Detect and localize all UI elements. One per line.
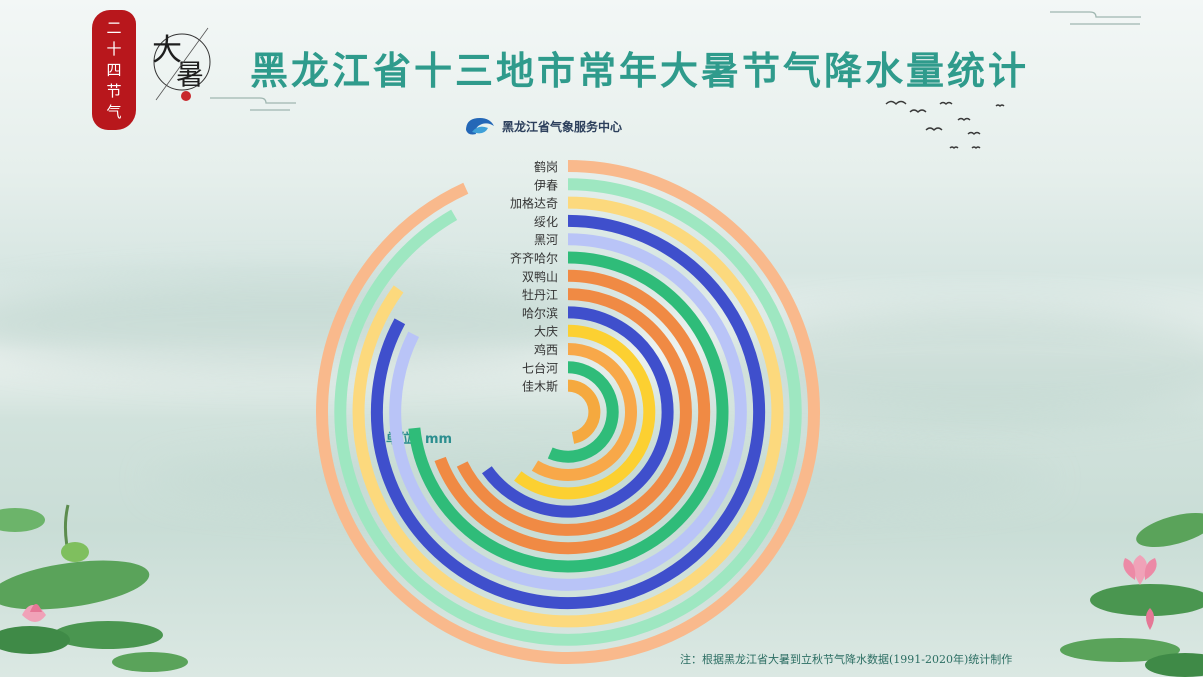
category-label: 七台河 [522, 360, 558, 375]
seal-char: 十 [106, 39, 122, 58]
radial-bar-大庆 [514, 324, 656, 500]
footnote: 注：根据黑龙江省大暑到立秋节气降水数据(1991-2020年)统计制作 [680, 653, 1013, 666]
radial-bar-加格达奇 [352, 196, 784, 628]
solar-term-seal: 二 十 四 节 气 [92, 10, 136, 130]
brand-name: 黑龙江省气象服务中心 [502, 119, 623, 134]
lotus-leaves-right-icon [1060, 512, 1203, 677]
seal-char: 气 [106, 102, 122, 121]
page-title: 黑龙江省十三地市常年大暑节气降水量统计 [250, 48, 1030, 93]
radial-bar-牡丹江 [456, 288, 692, 536]
birds-icon [885, 100, 1005, 149]
lotus-leaves-left-icon [0, 504, 188, 672]
category-label: 鹤岗 [534, 159, 558, 174]
category-label: 鸡西 [534, 342, 558, 357]
category-label: 哈尔滨 [522, 305, 558, 320]
radial-bar-佳木斯 [567, 379, 601, 444]
category-label: 加格达奇 [510, 196, 558, 211]
category-label: 绥化 [534, 215, 558, 229]
category-label: 齐齐哈尔 [510, 251, 558, 266]
dashu-calligraphy-logo: 大 暑 [152, 27, 211, 101]
category-label: 牡丹江 [522, 287, 558, 302]
seal-char: 二 [106, 18, 122, 37]
category-label: 黑河 [534, 233, 558, 247]
seal-char: 四 [106, 60, 122, 79]
radial-bar-绥化 [370, 214, 766, 610]
radial-bar-鹤岗 [316, 160, 820, 664]
category-label: 佳木斯 [522, 380, 558, 394]
mist-band [0, 280, 640, 370]
category-label: 伊春 [534, 178, 558, 192]
cloud-lines-icon [210, 11, 1141, 111]
radial-bar-鸡西 [531, 343, 637, 481]
radial-bar-双鸭山 [434, 269, 711, 555]
radial-bar-齐齐哈尔 [408, 251, 729, 573]
category-label: 大庆 [534, 325, 558, 339]
svg-text:暑: 暑 [176, 58, 204, 91]
radial-bar-哈尔滨 [481, 306, 674, 518]
seal-char: 节 [106, 81, 122, 100]
brand-logo: 黑龙江省气象服务中心 [462, 114, 622, 138]
svg-text:大: 大 [152, 33, 182, 68]
radial-bar-七台河 [547, 361, 619, 463]
weather-service-logo-icon [466, 118, 494, 135]
category-label: 双鸭山 [522, 270, 558, 284]
radial-bar-黑河 [389, 233, 747, 591]
radial-bar-伊春 [334, 178, 802, 646]
